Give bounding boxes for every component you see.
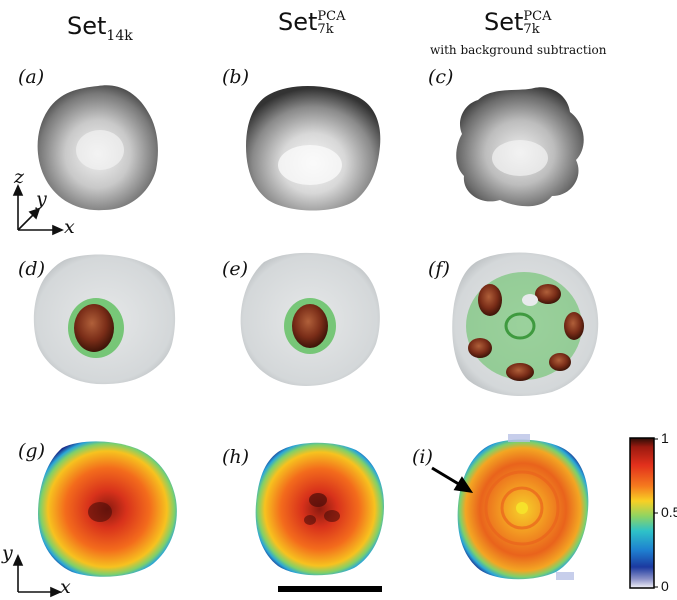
panel-c-surface (456, 87, 584, 207)
panel-e-isosurface (240, 252, 380, 386)
panel-g-heatmap (38, 441, 177, 577)
axis-y-label-3d: y (36, 188, 47, 210)
colorbar-tick-0.5: 0.5 (661, 504, 677, 520)
panel-label-a: (a) (18, 66, 45, 88)
column-title-1: Set14k (67, 12, 133, 44)
panel-d-isosurface (33, 254, 176, 385)
scale-bar (278, 586, 382, 592)
axes-2d (12, 554, 62, 598)
panel-f-isosurface (452, 252, 599, 396)
axis-x-label-2d: x (60, 576, 71, 598)
panel-label-g: (g) (18, 440, 45, 462)
colorbar-tick-1: 1 (661, 430, 669, 446)
axis-z-label: z (14, 166, 25, 188)
panel-b-surface (246, 85, 381, 211)
column-title-3: Set PCA 7k (484, 8, 552, 37)
column-title-2: Set PCA 7k (278, 8, 346, 37)
colorbar-tick-0: 0 (661, 578, 669, 594)
panel-label-f: (f) (428, 258, 450, 280)
axis-x-label-3d: x (64, 216, 75, 238)
axes-3d-triad (12, 184, 64, 236)
panel-label-e: (e) (222, 258, 249, 280)
panel-label-b: (b) (222, 66, 249, 88)
panel-label-i: (i) (412, 446, 433, 468)
colorbar (629, 437, 658, 589)
panel-label-h: (h) (222, 446, 250, 468)
panel-i-heatmap (457, 434, 589, 580)
column-subtitle-3: with background subtraction (430, 43, 607, 57)
arrow-annotation (431, 466, 474, 493)
panel-label-d: (d) (18, 258, 45, 280)
panel-label-c: (c) (428, 66, 454, 88)
axis-y-label-2d: y (2, 542, 13, 564)
panel-a-surface (37, 85, 158, 211)
panel-h-heatmap (255, 442, 384, 576)
